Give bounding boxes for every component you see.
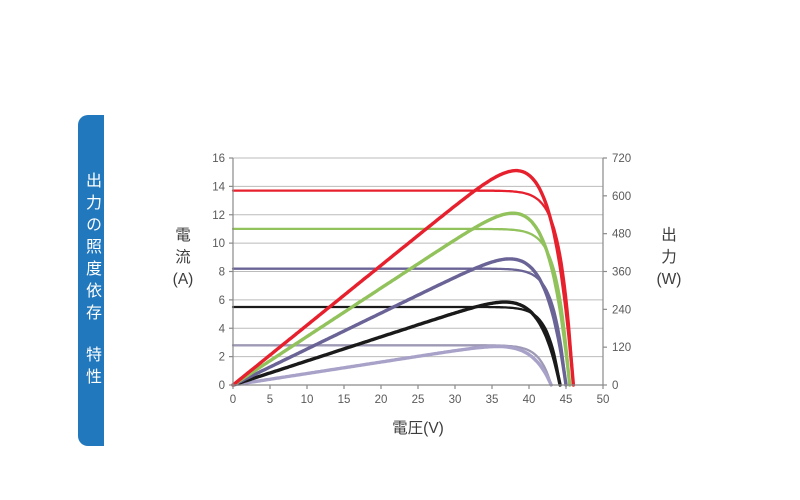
left-tick-label: 14 (212, 181, 225, 193)
left-axis-title-line: 流 (175, 248, 191, 266)
series-purple-iv-curve (231, 267, 568, 387)
section-tab-label-sub: 特性 (83, 345, 100, 390)
right-tick-label: 720 (612, 153, 631, 165)
section-tab: 出力の照度依存 特性 (78, 115, 104, 446)
section-tab-label-main: 出力の照度依存 (83, 171, 100, 326)
x-tick-label: 10 (301, 394, 314, 406)
left-tick-label: 16 (212, 153, 225, 165)
right-axis-title-line: (W) (657, 271, 682, 288)
right-tick-label: 480 (612, 229, 631, 241)
x-tick-label: 15 (338, 394, 351, 406)
curves (231, 168, 576, 387)
right-axis-title: 出力 (W) (657, 226, 682, 288)
series-black-pv-curve (231, 300, 562, 387)
series-light-purple-pv-curve (231, 344, 553, 387)
left-tick-label: 2 (219, 352, 225, 364)
left-axis-title-line: 電 (175, 227, 191, 244)
axes (229, 157, 607, 389)
x-tick-label: 5 (267, 394, 273, 406)
right-tick-label: 0 (612, 380, 618, 392)
right-tick-label: 120 (612, 342, 631, 354)
x-tick-label: 0 (230, 394, 236, 406)
series-red-iv-curve (231, 189, 575, 387)
series-purple-pv-curve (231, 257, 568, 387)
series-red-pv-curve (231, 168, 576, 387)
series-green-iv-curve (231, 227, 571, 387)
x-tick-label: 45 (560, 394, 573, 406)
right-tick-label: 240 (612, 304, 631, 316)
x-tick-label: 20 (375, 394, 388, 406)
x-axis-title: 電圧(V) (392, 420, 444, 437)
right-tick-label: 360 (612, 267, 631, 279)
x-tick-label: 40 (523, 394, 536, 406)
x-tick-label: 30 (449, 394, 462, 406)
series-green-pv-curve (231, 211, 572, 387)
right-axis-title-line: 力 (661, 248, 677, 266)
axis-labels: 0 2 4 6 8 10 12 14 16 0 120 240 360 480 600 720 0 5 10 15 20… (173, 153, 682, 406)
x-tick-label: 35 (486, 394, 499, 406)
x-tick-label: 50 (597, 394, 610, 406)
left-tick-label: 0 (219, 380, 225, 392)
left-tick-label: 12 (212, 210, 225, 222)
right-axis-title-line: 出 (661, 226, 677, 244)
x-tick-label: 25 (412, 394, 425, 406)
left-tick-label: 4 (219, 323, 226, 335)
right-tick-label: 600 (612, 191, 631, 203)
left-tick-label: 6 (219, 295, 225, 307)
left-tick-label: 10 (212, 238, 225, 250)
left-axis-title: 電流 (A) (173, 227, 194, 288)
left-tick-label: 8 (219, 267, 225, 279)
left-axis-title-line: (A) (173, 271, 194, 288)
